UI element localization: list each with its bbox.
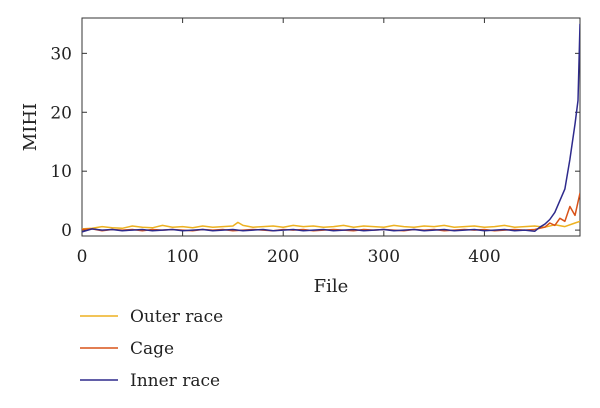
- y-tick-label: 0: [61, 221, 72, 241]
- legend-label-inner-race: Inner race: [130, 371, 220, 391]
- series-line-inner-race: [82, 23, 580, 233]
- legend-label-outer-race: Outer race: [130, 307, 223, 327]
- y-tick-label: 20: [50, 103, 72, 123]
- x-tick-label: 300: [368, 247, 400, 267]
- plot-frame: [81, 17, 581, 237]
- x-tick-label: 0: [77, 247, 88, 267]
- y-axis-label: MIHI: [20, 103, 41, 151]
- x-tick-label: 400: [468, 247, 500, 267]
- series-line-outer-race: [82, 220, 580, 230]
- x-axis-label: File: [314, 276, 349, 297]
- x-tick-label: 200: [267, 247, 299, 267]
- legend-label-cage: Cage: [130, 339, 174, 359]
- x-tick-label: 100: [166, 247, 198, 267]
- y-tick-label: 30: [50, 44, 72, 64]
- y-tick-label: 10: [50, 162, 72, 182]
